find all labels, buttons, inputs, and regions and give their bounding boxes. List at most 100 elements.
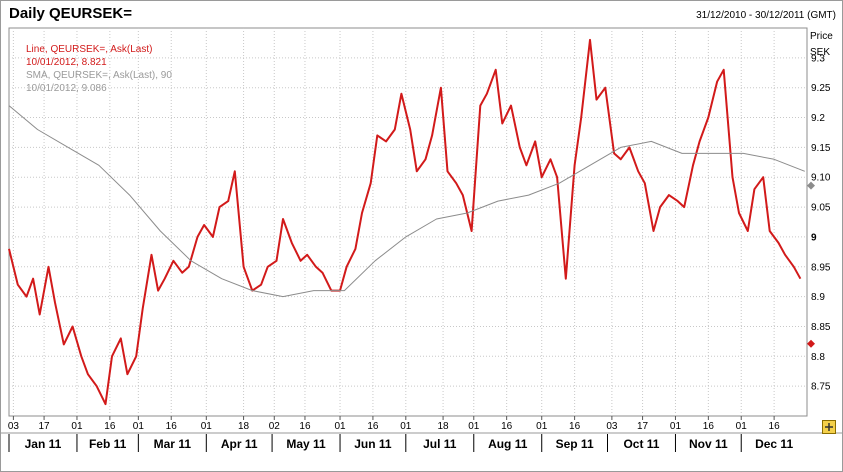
price-point xyxy=(212,236,214,238)
price-point xyxy=(486,93,488,95)
x-day-label: 16 xyxy=(769,421,781,432)
price-point xyxy=(683,206,685,208)
price-point xyxy=(526,164,528,166)
x-month-label: Feb 11 xyxy=(89,437,127,451)
y-axis-unit: SEK xyxy=(810,47,830,58)
price-point xyxy=(135,356,137,358)
x-day-label: 16 xyxy=(104,421,116,432)
price-point xyxy=(72,326,74,328)
price-point xyxy=(267,266,269,268)
price-point xyxy=(510,105,512,107)
price-point xyxy=(63,344,65,346)
sma-point xyxy=(436,218,438,220)
price-point xyxy=(346,266,348,268)
sma-point xyxy=(129,194,131,196)
price-point xyxy=(556,176,558,178)
price-point xyxy=(32,278,34,280)
price-marker xyxy=(807,339,815,348)
legend-line-title: Line, QEURSEK=, Ask(Last) xyxy=(26,44,153,55)
price-point xyxy=(81,356,83,358)
price-point xyxy=(276,260,278,262)
price-point xyxy=(219,206,221,208)
price-point xyxy=(550,159,552,161)
price-point xyxy=(793,266,795,268)
price-point xyxy=(480,105,482,107)
sma-point xyxy=(282,296,284,298)
price-point xyxy=(385,141,387,143)
sma-point xyxy=(37,129,39,131)
price-point xyxy=(501,123,503,125)
y-tick-label: 8.9 xyxy=(811,292,825,303)
x-day-label: 17 xyxy=(39,421,51,432)
price-point xyxy=(181,272,183,274)
x-day-label: 16 xyxy=(299,421,311,432)
price-point xyxy=(440,87,442,89)
sma-point xyxy=(252,290,254,292)
sma-point xyxy=(558,182,560,184)
price-point xyxy=(580,117,582,119)
y-tick-label: 9.10 xyxy=(811,173,831,184)
x-month-label: Nov 11 xyxy=(689,437,728,451)
price-point xyxy=(462,194,464,196)
price-point xyxy=(762,176,764,178)
x-day-label: 16 xyxy=(367,421,379,432)
price-point xyxy=(747,230,749,232)
x-month-label: Aug 11 xyxy=(488,437,528,451)
price-point xyxy=(519,147,521,149)
price-point xyxy=(620,159,622,161)
sma-point xyxy=(405,236,407,238)
sma-point xyxy=(651,141,653,143)
price-point xyxy=(355,248,357,250)
expand-icon[interactable] xyxy=(822,420,836,434)
x-month-label: Apr 11 xyxy=(221,437,258,451)
y-tick-label: 9.25 xyxy=(811,83,831,94)
x-day-label: 01 xyxy=(71,421,83,432)
price-point xyxy=(605,87,607,89)
price-point xyxy=(659,206,661,208)
x-month-label: Sep 11 xyxy=(556,437,594,451)
price-point xyxy=(394,129,396,131)
price-point xyxy=(425,159,427,161)
legend-sma-title: SMA, QEURSEK=, Ask(Last), 90 xyxy=(26,70,172,81)
price-point xyxy=(455,182,457,184)
price-point xyxy=(708,117,710,119)
price-point xyxy=(431,135,433,137)
price-point xyxy=(227,200,229,202)
price-point xyxy=(96,385,98,387)
y-tick-label: 8.8 xyxy=(811,352,825,363)
price-point xyxy=(54,302,56,304)
price-point xyxy=(370,182,372,184)
sma-point xyxy=(344,290,346,292)
x-day-label: 16 xyxy=(569,421,581,432)
price-point xyxy=(17,284,19,286)
x-day-label: 01 xyxy=(133,421,145,432)
price-point xyxy=(668,194,670,196)
price-point xyxy=(87,373,89,375)
x-day-label: 01 xyxy=(736,421,748,432)
x-day-label: 03 xyxy=(606,421,618,432)
price-point xyxy=(203,224,205,226)
price-point xyxy=(243,266,245,268)
price-point xyxy=(39,314,41,316)
price-point xyxy=(260,284,262,286)
price-point xyxy=(629,147,631,149)
y-axis-title: Price xyxy=(810,31,833,42)
plot-area xyxy=(8,27,808,417)
price-point xyxy=(291,242,293,244)
sma-point xyxy=(804,170,806,172)
price-point xyxy=(401,93,403,95)
price-point xyxy=(105,403,107,405)
price-point xyxy=(48,266,50,268)
price-point xyxy=(653,230,655,232)
price-point xyxy=(596,99,598,101)
y-tick-label: 8.95 xyxy=(811,262,831,273)
price-point xyxy=(151,254,153,256)
sma-point xyxy=(681,153,683,155)
price-line xyxy=(8,38,802,406)
y-tick-label: 9.15 xyxy=(811,143,831,154)
price-point xyxy=(142,308,144,310)
price-point xyxy=(157,290,159,292)
price-point xyxy=(377,135,379,137)
sma-point xyxy=(190,260,192,262)
